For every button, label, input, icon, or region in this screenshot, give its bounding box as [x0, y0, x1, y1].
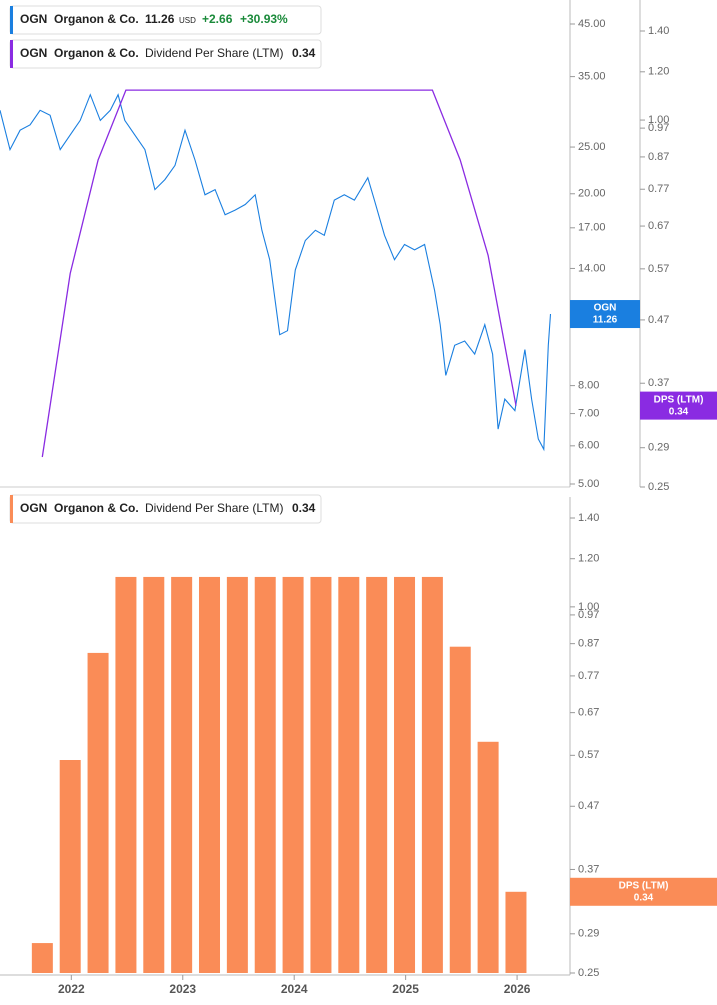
y-tick-label: 0.25 — [578, 967, 599, 979]
legend: OGN Organon & Co. 11.26 USD +2.66 +30.93… — [9, 5, 322, 524]
y-tick-label: 20.00 — [578, 188, 606, 200]
y-tick-label: 14.00 — [578, 262, 606, 274]
value-marker — [640, 391, 717, 420]
legend-ticker: OGN — [20, 501, 47, 515]
y-tick-label: 45.00 — [578, 18, 606, 30]
y-tick-label: 0.87 — [648, 151, 669, 163]
legend-currency: USD — [179, 16, 196, 25]
bar — [477, 741, 499, 973]
legend-name: Organon & Co. — [54, 46, 139, 60]
x-tick-label: 2022 — [58, 982, 85, 996]
value-marker-value: 0.34 — [634, 892, 654, 903]
y-tick-label: 0.97 — [648, 122, 669, 134]
bar — [115, 576, 137, 973]
y-tick-label: 1.20 — [578, 553, 599, 565]
bar — [171, 576, 193, 973]
y-tick-label: 1.00 — [578, 601, 599, 613]
legend-metric: Dividend Per Share (LTM) — [145, 46, 284, 60]
y-tick-label: 8.00 — [578, 380, 599, 392]
y-tick-label: 0.77 — [648, 183, 669, 195]
bar — [310, 576, 332, 973]
y-tick-label: 0.77 — [578, 670, 599, 682]
legend-swatch — [10, 6, 13, 34]
bar — [421, 576, 443, 973]
legend-swatch — [10, 495, 13, 523]
legend-value: 0.34 — [292, 501, 316, 515]
bar — [226, 576, 248, 973]
y-tick-label: 5.00 — [578, 478, 599, 490]
legend-value: 0.34 — [292, 46, 316, 60]
legend-name: Organon & Co. — [54, 501, 139, 515]
bar — [254, 576, 276, 973]
y-tick-label: 1.40 — [578, 512, 599, 524]
y-tick-label: 25.00 — [578, 141, 606, 153]
bar — [199, 576, 221, 973]
x-tick-label: 2025 — [392, 982, 419, 996]
y-tick-label: 0.47 — [648, 314, 669, 326]
value-marker-label: DPS (LTM) — [654, 394, 704, 405]
value-marker-label: DPS (LTM) — [619, 880, 669, 891]
y-tick-label: 17.00 — [578, 222, 606, 234]
x-tick-label: 2026 — [504, 982, 531, 996]
legend-ticker: OGN — [20, 46, 47, 60]
bar — [449, 646, 471, 973]
bar — [338, 576, 360, 973]
y-tick-label: 0.37 — [648, 377, 669, 389]
legend-value: 11.26 — [145, 12, 175, 26]
y-tick-label: 0.29 — [578, 928, 599, 940]
y-tick-label: 0.67 — [648, 220, 669, 232]
y-tick-label: 0.25 — [648, 481, 669, 493]
legend-metric: Dividend Per Share (LTM) — [145, 501, 284, 515]
y-tick-label: 1.20 — [648, 66, 669, 78]
series-line — [41, 89, 517, 458]
bar — [394, 576, 416, 973]
y-tick-label: 0.67 — [578, 707, 599, 719]
y-tick-label: 0.37 — [578, 863, 599, 875]
y-tick-label: 0.57 — [648, 263, 669, 275]
bar — [87, 652, 109, 973]
bar — [59, 760, 81, 973]
legend-swatch — [10, 40, 13, 68]
bar — [505, 891, 527, 973]
bar — [143, 576, 165, 973]
y-tick-label: 0.47 — [578, 800, 599, 812]
y-tick-label: 1.00 — [648, 114, 669, 126]
bar — [366, 576, 388, 973]
x-tick-label: 2024 — [281, 982, 308, 996]
x-tick-label: 2023 — [169, 982, 196, 996]
legend-name: Organon & Co. — [54, 12, 139, 26]
value-marker-label: OGN — [594, 303, 617, 314]
bar — [282, 576, 304, 973]
y-tick-label: 0.29 — [648, 442, 669, 454]
y-tick-label: 35.00 — [578, 71, 606, 83]
y-tick-label: 0.97 — [578, 609, 599, 621]
value-marker-value: 11.26 — [593, 315, 618, 326]
y-tick-label: 0.57 — [578, 749, 599, 761]
legend-change-pct: +30.93% — [240, 12, 288, 26]
legend-change: +2.66 — [202, 12, 233, 26]
value-marker-value: 0.34 — [669, 406, 689, 417]
bar — [31, 943, 53, 973]
y-tick-label: 6.00 — [578, 440, 599, 452]
y-tick-label: 7.00 — [578, 407, 599, 419]
series-line — [0, 93, 552, 452]
y-tick-label: 1.40 — [648, 25, 669, 37]
legend-ticker: OGN — [20, 12, 47, 26]
value-marker — [570, 877, 717, 906]
y-tick-label: 0.87 — [578, 638, 599, 650]
value-marker — [570, 300, 640, 329]
